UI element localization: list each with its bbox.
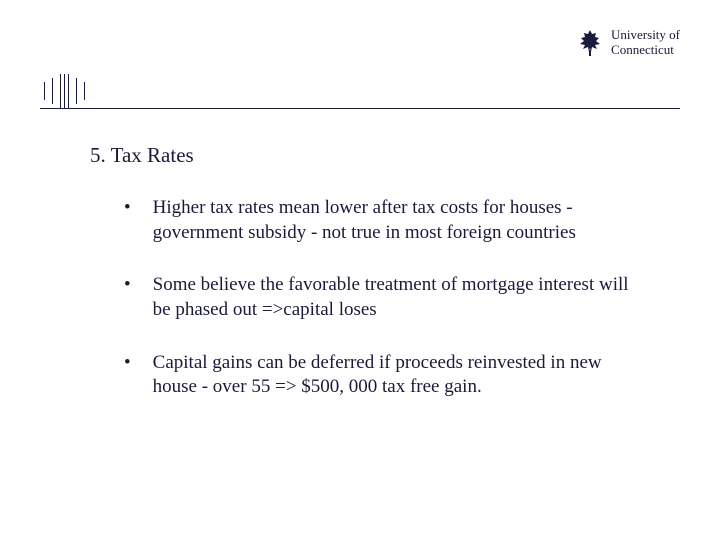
university-name-line1: University of [611, 28, 680, 43]
bullet-icon: • [124, 273, 131, 322]
bullet-text: Capital gains can be deferred if proceed… [153, 351, 640, 400]
university-name-line2: Connecticut [611, 43, 680, 58]
bullet-icon: • [124, 196, 131, 245]
bullet-list: • Higher tax rates mean lower after tax … [124, 196, 640, 428]
slide: University of Connecticut 5. Tax Rates •… [0, 0, 720, 540]
bullet-icon: • [124, 351, 131, 400]
slide-title: 5. Tax Rates [90, 143, 194, 168]
list-item: • Some believe the favorable treatment o… [124, 273, 640, 322]
university-logo-block: University of Connecticut [577, 28, 680, 58]
oak-leaf-icon [577, 28, 603, 58]
bullet-text: Higher tax rates mean lower after tax co… [153, 196, 640, 245]
tick-ornament [40, 74, 90, 108]
university-name: University of Connecticut [611, 28, 680, 58]
list-item: • Capital gains can be deferred if proce… [124, 351, 640, 400]
list-item: • Higher tax rates mean lower after tax … [124, 196, 640, 245]
bullet-text: Some believe the favorable treatment of … [153, 273, 640, 322]
horizontal-rule [40, 108, 680, 109]
